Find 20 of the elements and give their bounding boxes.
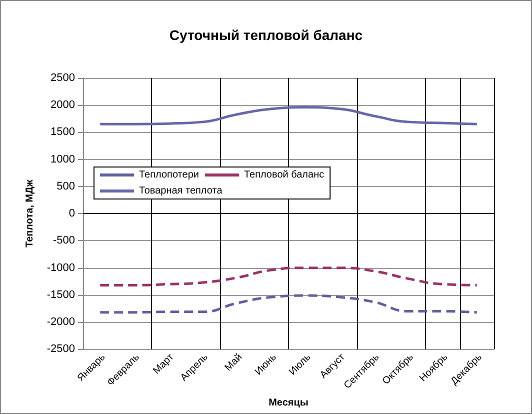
y-tick-label: 2500	[50, 72, 75, 84]
y-tick-label: -1000	[46, 262, 75, 274]
y-tick-label: -500	[52, 234, 75, 247]
y-tick-label: -2000	[46, 316, 75, 328]
line-series	[98, 106, 478, 126]
y-tick-label: 1000	[50, 153, 75, 166]
line-series	[98, 266, 478, 286]
y-tick-label: -1500	[46, 288, 75, 301]
y-tick-label: -2500	[46, 343, 75, 356]
legend-label: Тепловой баланс	[244, 170, 324, 180]
y-tick-label: 0	[68, 208, 75, 220]
y-tick-label: 500	[56, 180, 75, 192]
legend-label: Теплопотери	[139, 170, 199, 180]
x-axis-title: Месяцы	[268, 398, 308, 408]
chart-title: Суточный тепловой баланс	[169, 27, 363, 43]
legend-label: Товарная теплота	[139, 186, 223, 196]
y-tick-label: 1500	[50, 126, 75, 138]
y-tick-label: 2000	[50, 99, 75, 112]
line-series	[98, 294, 478, 314]
y-axis-title: Теплота, МДж	[24, 178, 36, 248]
